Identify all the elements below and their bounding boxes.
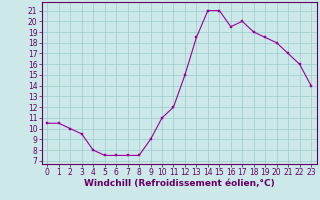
X-axis label: Windchill (Refroidissement éolien,°C): Windchill (Refroidissement éolien,°C) (84, 179, 275, 188)
